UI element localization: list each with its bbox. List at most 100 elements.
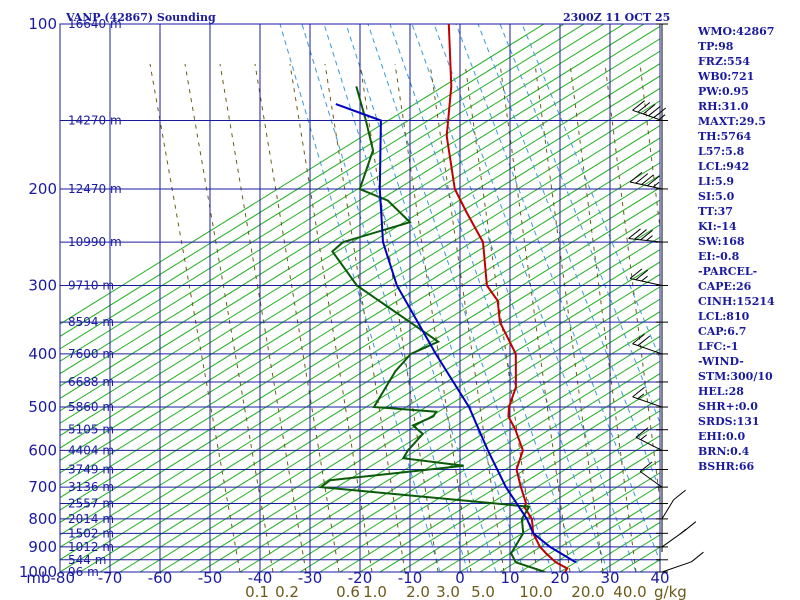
stability-index: HEL:28	[698, 385, 744, 398]
dry-adiabat	[219, 298, 660, 572]
pressure-tick-label: 800	[28, 510, 57, 528]
dry-adiabat	[60, 149, 660, 523]
wind-barb-flag	[635, 173, 649, 184]
stability-index: EI:-0.8	[698, 250, 740, 263]
dry-adiabat	[439, 435, 660, 572]
moist-adiabat	[455, 24, 660, 563]
dry-adiabat	[319, 360, 660, 572]
stability-index: TH:5764	[698, 130, 752, 143]
dry-adiabat	[79, 211, 660, 572]
dry-adiabat	[60, 24, 565, 337]
moist-adiabat	[477, 24, 660, 492]
temp-tick-label: 20	[550, 569, 569, 587]
temp-tick-label: -70	[98, 569, 123, 587]
dry-adiabat	[60, 174, 660, 548]
temp-tick-label: -20	[348, 569, 373, 587]
wind-barb-flag	[632, 386, 645, 398]
dry-adiabat	[279, 335, 660, 572]
mixing-ratio-label: 3.0	[436, 583, 460, 600]
wind-barb-shaft	[629, 277, 663, 286]
stability-index: BRN:0.4	[698, 445, 750, 458]
wind-barb	[628, 228, 663, 243]
dry-adiabat	[99, 224, 660, 572]
height-label: 9710 m	[68, 278, 114, 292]
pressure-tick-label: 1000	[19, 563, 57, 581]
dry-adiabat	[139, 249, 660, 572]
dry-adiabat	[179, 273, 660, 572]
dry-adiabat	[60, 112, 660, 486]
wind-barb-flag	[679, 528, 687, 535]
sounding-profiles	[318, 24, 577, 572]
wind-barb-shaft	[628, 238, 663, 243]
wind-barb	[661, 489, 686, 520]
wind-barb-shaft	[632, 109, 663, 121]
moist-adiabat	[389, 24, 581, 572]
moist-adiabat	[345, 24, 525, 572]
dry-adiabat	[60, 100, 660, 474]
parcel-profile	[335, 103, 577, 564]
wind-barb	[629, 171, 663, 190]
wind-barb-shaft	[632, 396, 663, 408]
height-label: 3749 m	[68, 462, 114, 476]
wind-barb-flag	[629, 171, 643, 183]
wind-barb-flag	[637, 393, 645, 400]
stability-index: TP:98	[698, 40, 734, 53]
moist-adiabat	[301, 24, 469, 572]
dry-adiabat	[299, 348, 660, 572]
dry-adiabat	[60, 125, 660, 499]
dry-adiabat	[479, 459, 660, 572]
stability-index: MAXT:29.5	[698, 115, 766, 128]
mixing-ratio-label: 0.1	[245, 583, 269, 600]
wind-barbs	[628, 23, 704, 573]
wind-barb-flag	[646, 175, 660, 187]
height-label: 4404 m	[68, 443, 114, 457]
wind-barb-flag	[642, 103, 656, 115]
stability-index: KI:-14	[698, 220, 737, 233]
height-label: 1012 m	[68, 540, 114, 554]
stability-index: SHR+:0.0	[698, 400, 758, 413]
wind-barb-flag	[628, 228, 641, 239]
wind-barb	[629, 268, 663, 286]
wind-barb-flag	[652, 181, 660, 188]
wind-barb-flag	[658, 114, 666, 120]
stability-index: STM:300/10	[698, 370, 773, 383]
stability-index: L57:5.8	[698, 145, 745, 158]
wind-barb-flag	[641, 174, 654, 185]
stability-index: WB0:721	[697, 70, 754, 83]
mixing-ratio-label: 10.0	[519, 583, 552, 600]
wind-barb-flag	[637, 102, 651, 113]
wind-barb-flag	[691, 551, 704, 563]
height-label: 8594 m	[68, 315, 114, 329]
wind-barb-flag	[632, 333, 645, 345]
wind-barb-flag	[646, 235, 653, 241]
wind-barb-shaft	[639, 471, 663, 488]
stability-index: WMO:42867	[697, 25, 774, 38]
height-label: 1502 m	[68, 526, 114, 540]
stability-index: LCL:810	[698, 310, 750, 323]
mixing-ratio-label: 5.0	[471, 583, 495, 600]
height-label: 5105 m	[68, 423, 114, 437]
stability-index: -PARCEL-	[698, 265, 757, 278]
dry-adiabat	[60, 25, 660, 399]
wind-barb	[632, 333, 663, 355]
wind-barb-flag	[653, 107, 667, 119]
wind-barb-flag	[640, 229, 653, 241]
pressure-tick-label: 600	[28, 441, 57, 459]
dry-adiabat	[60, 87, 660, 461]
wind-barb-flag	[639, 461, 653, 472]
temp-tick-label: -50	[198, 569, 223, 587]
stability-index: CINH:15214	[698, 295, 775, 308]
moist-adiabat	[323, 24, 497, 572]
mixing-ratio-label: 0.2	[275, 583, 299, 600]
wind-barb-flag	[637, 335, 651, 346]
temp-tick-label: -10	[398, 569, 423, 587]
wind-barb	[661, 551, 704, 573]
stability-index: PW:0.95	[698, 85, 749, 98]
stability-index: SRDS:131	[698, 415, 760, 428]
dry-adiabat	[60, 38, 660, 412]
temperature-profile	[445, 24, 569, 572]
dry-adiabat	[60, 63, 660, 437]
mixing-ratio-label: 0.6	[336, 583, 360, 600]
wind-barb-flag	[673, 489, 686, 501]
